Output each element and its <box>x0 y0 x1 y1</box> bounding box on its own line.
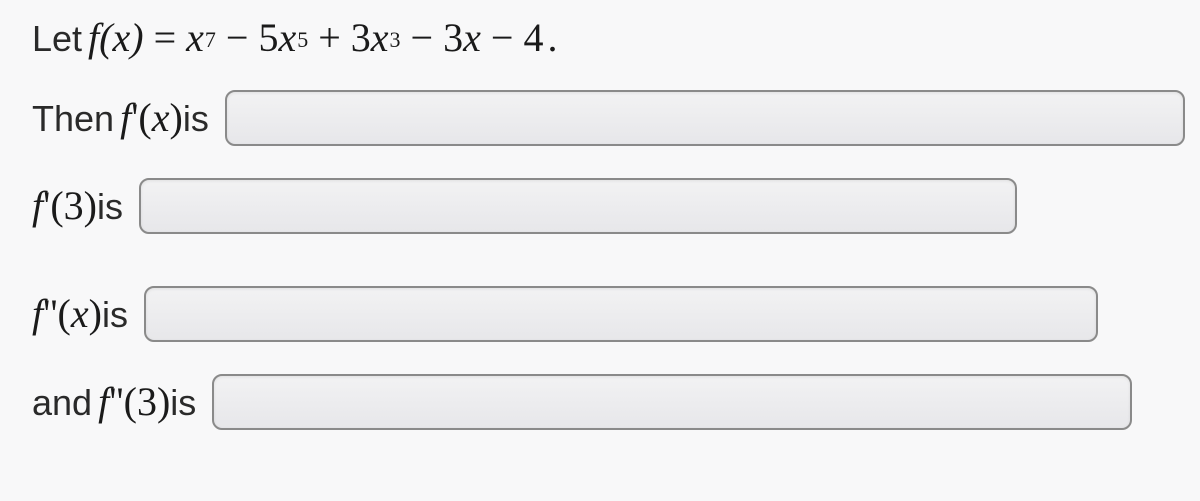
t3-coef: 3 <box>351 18 371 58</box>
minus2: − <box>401 18 444 58</box>
c2: ) <box>170 98 183 138</box>
f4: f <box>32 294 43 334</box>
minus3: − <box>481 18 524 58</box>
math-problem-container: Let f(x) = x7 − 5x5 + 3x3 − 3x − 4. Then… <box>0 0 1200 460</box>
fprime-3-input[interactable] <box>139 178 1017 234</box>
and-label: and <box>32 385 92 421</box>
c3: ) <box>84 186 97 226</box>
t1-var: x <box>186 18 204 58</box>
equation-expression: Let f(x) = x7 − 5x5 + 3x3 − 3x − 4. <box>32 18 557 58</box>
t3-exp: 3 <box>390 29 401 51</box>
is3: is <box>97 189 123 225</box>
fprime-x-label: Then f'(x) is <box>32 98 215 138</box>
t4-var: x <box>463 18 481 58</box>
fpp-x-line: f''(x) is <box>32 286 1172 342</box>
period: . <box>547 18 557 58</box>
a5: 3 <box>137 382 157 422</box>
p2: ' <box>131 98 138 138</box>
is4: is <box>102 297 128 333</box>
o3: ( <box>50 186 63 226</box>
fx: f(x) <box>88 18 144 58</box>
let-label: Let <box>32 21 82 57</box>
a4: x <box>71 294 89 334</box>
o5: ( <box>124 382 137 422</box>
fprime-x-input[interactable] <box>225 90 1185 146</box>
p5: '' <box>109 382 123 422</box>
t5: 4 <box>523 18 543 58</box>
fpp-x-input[interactable] <box>144 286 1098 342</box>
p3: ' <box>43 186 50 226</box>
p4: '' <box>43 294 57 334</box>
t3-var: x <box>371 18 389 58</box>
o4: ( <box>58 294 71 334</box>
c5: ) <box>157 382 170 422</box>
o2: ( <box>138 98 151 138</box>
fprime-x-line: Then f'(x) is <box>32 90 1172 146</box>
fpp-3-label: and f''(3) is <box>32 382 202 422</box>
fprime-3-label: f'(3) is <box>32 186 129 226</box>
c4: ) <box>89 294 102 334</box>
f3: f <box>32 186 43 226</box>
plus1: + <box>308 18 351 58</box>
then-label: Then <box>32 101 114 137</box>
t4-coef: 3 <box>443 18 463 58</box>
is2: is <box>183 101 209 137</box>
minus1: − <box>216 18 259 58</box>
is5: is <box>170 385 196 421</box>
t1-exp: 7 <box>205 29 216 51</box>
equals: = <box>144 18 187 58</box>
fpp-3-line: and f''(3) is <box>32 374 1172 430</box>
t2-exp: 5 <box>297 29 308 51</box>
equation-line: Let f(x) = x7 − 5x5 + 3x3 − 3x − 4. <box>32 18 1172 58</box>
a3: 3 <box>64 186 84 226</box>
t2-coef: 5 <box>258 18 278 58</box>
t2-var: x <box>278 18 296 58</box>
fpp-3-input[interactable] <box>212 374 1132 430</box>
a2: x <box>152 98 170 138</box>
f2: f <box>120 98 131 138</box>
f5: f <box>98 382 109 422</box>
fprime-3-line: f'(3) is <box>32 178 1172 234</box>
fpp-x-label: f''(x) is <box>32 294 134 334</box>
